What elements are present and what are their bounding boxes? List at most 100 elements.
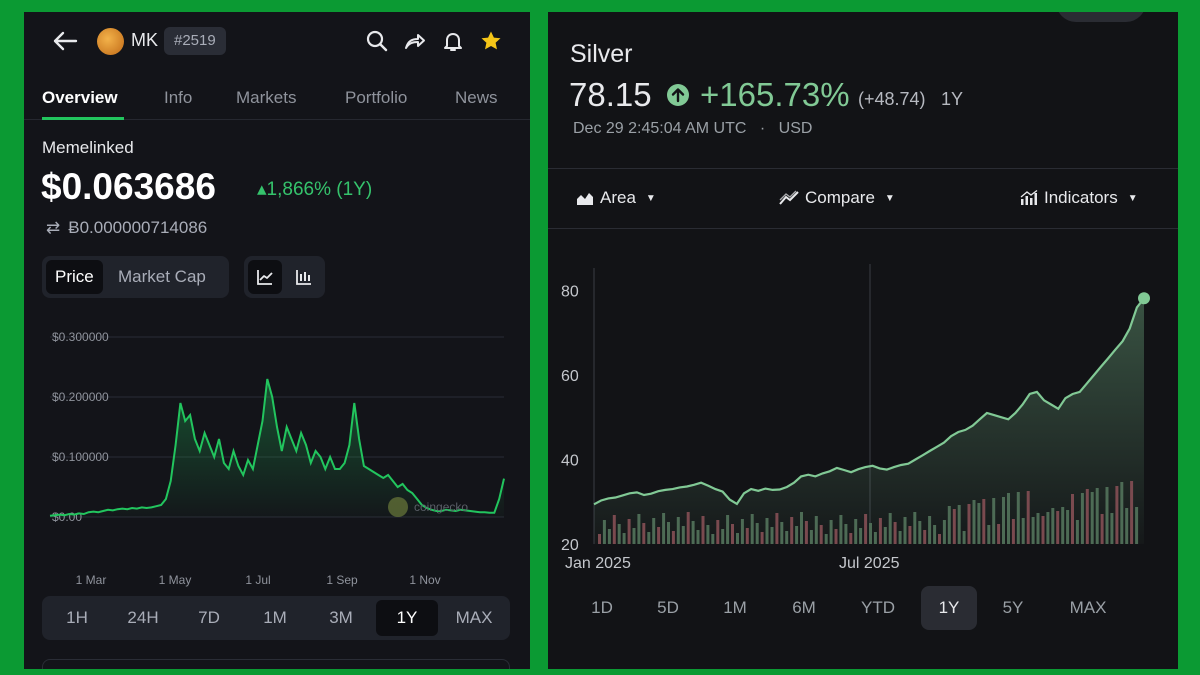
volume-bar [938,534,941,544]
volume-bar [1075,520,1079,544]
volume-bar [686,512,690,544]
volume-bar [790,517,794,544]
range-max[interactable]: MAX [455,608,493,627]
volume-bar [775,513,779,544]
y-tick-label: $0.200000 [52,390,109,404]
volume-bar [1011,519,1015,544]
change-absolute: (+48.74) [858,89,926,109]
tab-markets[interactable]: Markets [236,88,297,107]
range-5d[interactable]: 5D [657,598,679,617]
volume-bar [903,517,907,544]
area-button[interactable]: Area ▼ [576,188,656,208]
separator: · [759,120,766,137]
volume-bar [696,530,700,544]
bell-icon[interactable] [441,29,465,53]
y-tick-label: $0.300000 [52,330,109,344]
compare-label: Compare [805,188,875,207]
range-3m[interactable]: 3M [329,608,353,627]
divider [548,228,1178,229]
x-tick-label: 1 Sep [326,573,358,587]
up-arrow-circle-icon [667,84,689,106]
volume-bar [1095,488,1099,544]
volume-bar [1085,489,1089,544]
volume-bar [814,516,818,544]
volume-bar [864,514,868,544]
volume-bar [800,512,803,544]
volume-bar [1080,493,1084,544]
compare-button[interactable]: Compare ▼ [779,188,895,208]
y-tick-label: 20 [561,537,579,554]
range-ytd[interactable]: YTD [861,598,895,617]
range-5y[interactable]: 5Y [1002,598,1024,617]
volume-bar [785,531,789,544]
volume-bar [1041,516,1045,544]
volume-bar [888,513,892,544]
y-tick-label: $0.100000 [52,450,109,464]
volume-bar [829,520,833,544]
back-arrow-icon[interactable] [52,30,78,52]
indicators-icon [1020,190,1038,205]
candlestick-button[interactable] [287,260,321,294]
volume-bar [750,514,754,544]
volume-bar [962,531,966,544]
volume-bar [1002,497,1005,544]
volume-bar [716,520,720,544]
tab-overview[interactable]: Overview [42,88,118,107]
line-chart-button[interactable] [248,260,282,294]
indicators-button[interactable]: Indicators ▼ [1020,188,1138,208]
candlestick-icon [296,270,311,285]
volume-bar [780,522,784,544]
coin-symbol: MK [131,30,158,50]
series-line [49,378,505,517]
range-1y[interactable]: 1Y [921,586,977,630]
btc-price-row: ⇄ Ƀ0.000000714086 [46,218,207,238]
volume-bar [726,515,730,544]
range-1d[interactable]: 1D [591,598,613,617]
toggle-price[interactable]: Price [46,260,103,294]
volume-bar [622,533,626,544]
volume-bar [1021,518,1025,544]
range-1y[interactable]: 1Y [376,600,438,636]
toggle-market-cap[interactable]: Market Cap [118,267,206,286]
volume-bar [676,517,680,544]
coin-tabs: Overview Info Markets Portfolio News [24,82,530,120]
volume-bar [1066,510,1070,544]
volume-bar [977,503,981,544]
coin-detail-panel: MK #2519 Overview Info Markets Portfolio… [24,12,530,669]
range-1m[interactable]: 1M [723,598,747,617]
btc-price: Ƀ0.000000714086 [68,218,208,237]
star-icon[interactable] [479,29,503,53]
tab-info[interactable]: Info [164,88,193,107]
range-24h[interactable]: 24H [127,608,159,627]
tab-portfolio[interactable]: Portfolio [345,88,408,107]
volume-bar [952,509,956,544]
volume-bar [667,522,670,544]
range-1h[interactable]: 1H [66,608,88,627]
range-7d[interactable]: 7D [198,608,220,627]
volume-bar [612,515,616,544]
volume-bar [1026,491,1030,544]
volume-bar [627,519,631,544]
swap-icon[interactable]: ⇄ [46,218,61,237]
volume-bar [598,534,601,544]
tab-news[interactable]: News [455,88,498,107]
volume-bar [1007,493,1010,544]
range-1m[interactable]: 1M [263,608,287,627]
volume-bar [1120,482,1124,544]
search-icon[interactable] [365,29,389,53]
line-chart-icon [257,270,273,285]
share-icon[interactable] [403,29,427,53]
volume-bar [883,527,887,544]
volume-bar [1016,492,1020,544]
volume-bar [740,519,744,544]
volume-bar [721,529,725,544]
volume-bar [1061,507,1065,544]
volume-bar [987,525,991,544]
range-6m[interactable]: 6M [792,598,816,617]
top-pill[interactable] [1056,12,1146,22]
chart-view-toggle [244,256,325,298]
change-percent: +165.73% [700,76,850,113]
range-max[interactable]: MAX [1069,598,1107,617]
